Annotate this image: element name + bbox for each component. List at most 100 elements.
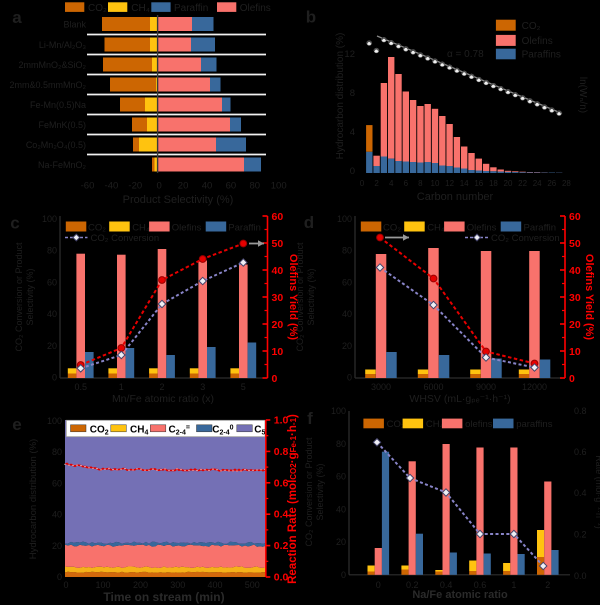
svg-text:0: 0	[157, 180, 162, 191]
svg-text:0: 0	[341, 570, 346, 580]
svg-text:100: 100	[337, 214, 352, 224]
svg-text:ln(Wₙ/n): ln(Wₙ/n)	[577, 77, 588, 113]
svg-text:26: 26	[547, 179, 556, 188]
svg-text:CO₂ Conversion or Product: CO₂ Conversion or Product	[14, 242, 24, 352]
svg-text:20: 20	[504, 179, 513, 188]
svg-text:30: 30	[272, 292, 284, 304]
svg-text:2: 2	[159, 382, 164, 392]
svg-text:Fe-Mn(0.5)Na: Fe-Mn(0.5)Na	[30, 100, 86, 110]
svg-text:500: 500	[245, 580, 260, 590]
svg-text:22: 22	[518, 179, 527, 188]
svg-text:CO₂ Conversion: CO₂ Conversion	[91, 233, 160, 244]
svg-text:100: 100	[42, 214, 57, 224]
svg-text:0: 0	[376, 580, 381, 590]
svg-text:0.4: 0.4	[440, 580, 453, 590]
svg-text:40: 40	[272, 265, 284, 277]
svg-text:10: 10	[569, 346, 581, 358]
svg-text:40: 40	[336, 504, 346, 514]
svg-text:0: 0	[63, 580, 68, 590]
svg-text:0.5: 0.5	[74, 382, 87, 392]
svg-text:Paraffin: Paraffin	[174, 3, 208, 14]
svg-text:0.8: 0.8	[574, 406, 587, 416]
svg-text:-60: -60	[81, 180, 95, 191]
svg-text:α = 0.78: α = 0.78	[447, 49, 484, 60]
svg-text:50: 50	[569, 238, 581, 250]
svg-text:Product Selectivity (%): Product Selectivity (%)	[123, 194, 234, 206]
svg-text:16: 16	[474, 179, 483, 188]
svg-text:20: 20	[178, 180, 189, 191]
svg-text:60: 60	[569, 211, 581, 223]
svg-text:0.4: 0.4	[574, 488, 587, 498]
svg-text:paraffins: paraffins	[516, 419, 553, 430]
svg-text:6: 6	[404, 179, 409, 188]
svg-text:Hydrocarbon distribution (%): Hydrocarbon distribution (%)	[335, 33, 346, 160]
svg-text:100: 100	[271, 180, 287, 191]
svg-text:2mm&0.5mmMnO₂: 2mm&0.5mmMnO₂	[9, 80, 86, 90]
svg-text:100: 100	[331, 406, 346, 416]
svg-text:0: 0	[272, 373, 278, 385]
svg-text:CO₂ Conversion: CO₂ Conversion	[491, 233, 560, 244]
svg-text:20: 20	[47, 341, 57, 351]
svg-text:CH4: CH4	[130, 425, 148, 437]
svg-text:14: 14	[460, 179, 469, 188]
svg-text:0.6: 0.6	[574, 447, 587, 457]
svg-text:Olefins Yield (%): Olefins Yield (%)	[583, 254, 595, 341]
svg-text:24: 24	[533, 179, 542, 188]
svg-text:40: 40	[47, 309, 57, 319]
svg-text:8: 8	[418, 179, 423, 188]
svg-text:20: 20	[342, 341, 352, 351]
svg-text:CO₂: CO₂	[88, 3, 107, 14]
svg-text:0: 0	[350, 166, 355, 177]
svg-text:Paraffins: Paraffins	[522, 50, 561, 61]
svg-text:Carbon number: Carbon number	[417, 191, 494, 203]
svg-text:0.6: 0.6	[274, 477, 289, 489]
svg-text:8: 8	[350, 88, 355, 99]
svg-text:3000: 3000	[371, 382, 391, 392]
svg-text:60: 60	[47, 277, 57, 287]
svg-text:olefins: olefins	[465, 419, 493, 430]
svg-text:Li-Mn/Al₂O₃: Li-Mn/Al₂O₃	[39, 40, 87, 50]
svg-text:Time on stream (min): Time on stream (min)	[103, 590, 224, 604]
svg-text:Mn/Fe atomic ratio (x): Mn/Fe atomic ratio (x)	[112, 393, 214, 405]
svg-text:2mmMnO₂&SiO₂: 2mmMnO₂&SiO₂	[19, 60, 87, 70]
svg-text:60: 60	[342, 277, 352, 287]
svg-text:40: 40	[52, 510, 62, 520]
svg-text:0: 0	[569, 373, 575, 385]
svg-text:a: a	[12, 8, 22, 27]
svg-text:200: 200	[133, 580, 148, 590]
svg-text:3: 3	[200, 382, 205, 392]
svg-text:-20: -20	[128, 180, 142, 191]
svg-text:60: 60	[52, 478, 62, 488]
svg-text:0.6: 0.6	[474, 580, 487, 590]
svg-text:4: 4	[350, 127, 355, 138]
svg-text:Co₂Mn₂O₄(0.5): Co₂Mn₂O₄(0.5)	[26, 140, 86, 150]
svg-text:40: 40	[202, 180, 213, 191]
svg-text:100: 100	[95, 580, 110, 590]
svg-text:Olefins Yield (%): Olefins Yield (%)	[287, 254, 299, 341]
svg-text:18: 18	[489, 179, 498, 188]
svg-text:0.2: 0.2	[406, 580, 419, 590]
svg-text:Olefins: Olefins	[522, 36, 553, 47]
svg-text:2: 2	[545, 580, 550, 590]
svg-text:1.0: 1.0	[274, 415, 289, 427]
svg-text:FeMnK(0.5): FeMnK(0.5)	[38, 120, 86, 130]
svg-text:60: 60	[272, 211, 284, 223]
svg-text:Selectivity (%): Selectivity (%)	[25, 268, 35, 325]
svg-text:f: f	[307, 409, 313, 428]
svg-text:20: 20	[52, 541, 62, 551]
svg-text:0: 0	[52, 373, 57, 383]
svg-text:e: e	[12, 415, 21, 434]
svg-text:0.8: 0.8	[274, 446, 289, 458]
svg-text:c: c	[10, 214, 19, 233]
svg-text:CO₂ Conversion or Product: CO₂ Conversion or Product	[295, 242, 305, 352]
svg-text:80: 80	[52, 447, 62, 457]
svg-text:CH₄: CH₄	[132, 223, 150, 234]
svg-text:CO₂: CO₂	[383, 223, 401, 234]
svg-text:CO₂: CO₂	[88, 223, 106, 234]
svg-text:20: 20	[336, 537, 346, 547]
svg-text:CO₂ Conversion or Product: CO₂ Conversion or Product	[304, 437, 314, 547]
svg-text:0: 0	[347, 373, 352, 383]
svg-text:5: 5	[241, 382, 246, 392]
svg-text:d: d	[304, 213, 314, 232]
svg-text:300: 300	[170, 580, 185, 590]
